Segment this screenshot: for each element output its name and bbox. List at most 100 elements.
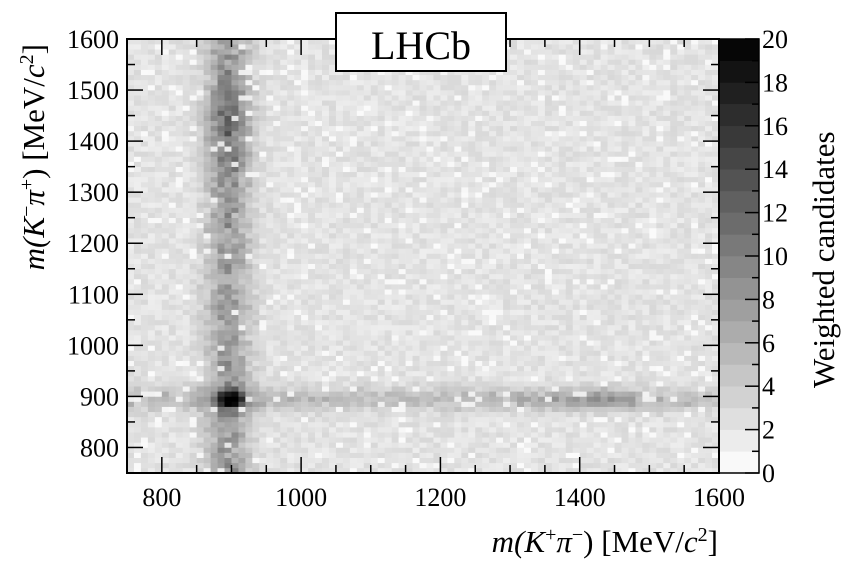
heatmap-cell (224, 421, 232, 428)
heatmap-cell (294, 350, 302, 356)
heatmap-cell (530, 452, 539, 458)
heatmap-cell (412, 350, 420, 356)
heatmap-cell (140, 406, 149, 413)
heatmap-cell (217, 278, 225, 285)
heatmap-cell (468, 161, 476, 167)
heatmap-cell (315, 294, 323, 300)
heatmap-cell (517, 59, 525, 65)
heatmap-cell (133, 243, 142, 249)
heatmap-cell (154, 421, 163, 428)
heatmap-cell (412, 100, 420, 106)
heatmap-cell (433, 248, 441, 254)
heatmap-cell (496, 416, 504, 423)
heatmap-cell (154, 365, 163, 372)
heatmap-cell (489, 406, 497, 413)
heatmap-cell (301, 95, 309, 101)
heatmap-cell (238, 447, 246, 453)
heatmap-cell (154, 258, 163, 264)
heatmap-cell (530, 324, 539, 331)
heatmap-cell (287, 370, 295, 377)
heatmap-cell (496, 467, 504, 474)
heatmap-cell (301, 74, 309, 81)
heatmap-cell (475, 243, 483, 249)
heatmap-cell (301, 166, 309, 173)
heatmap-cell (175, 375, 184, 382)
heatmap-cell (426, 386, 434, 392)
heatmap-cell (342, 110, 351, 116)
heatmap-cell (377, 222, 385, 229)
heatmap-cell (161, 222, 170, 229)
heatmap-cell (461, 304, 469, 310)
heatmap-cell (238, 365, 246, 372)
heatmap-cell (217, 187, 225, 193)
heatmap-cell (147, 202, 156, 208)
heatmap-cell (454, 340, 462, 346)
heatmap-cell (530, 442, 539, 448)
heatmap-cell (384, 146, 392, 152)
heatmap-cell (342, 84, 351, 91)
heatmap-cell (335, 202, 344, 208)
heatmap-cell (398, 233, 406, 239)
heatmap-cell (217, 100, 225, 106)
heatmap-cell (217, 84, 225, 91)
heatmap-cell (154, 278, 163, 285)
heatmap-cell (133, 146, 142, 152)
heatmap-cell (259, 238, 267, 244)
heatmap-cell (349, 447, 358, 453)
heatmap-cell (161, 299, 170, 305)
heatmap-cell (217, 212, 225, 219)
heatmap-cell (147, 84, 156, 91)
heatmap-cell (315, 238, 323, 244)
heatmap-cell (447, 401, 455, 407)
heatmap-cell (454, 110, 462, 116)
heatmap-cell (196, 268, 204, 275)
heatmap-cell (468, 427, 476, 433)
heatmap-cell (461, 396, 469, 402)
heatmap-cell (523, 263, 532, 270)
heatmap-cell (154, 233, 163, 239)
heatmap-cell (161, 84, 170, 91)
heatmap-cell (308, 125, 316, 132)
heatmap-cell (503, 467, 511, 474)
heatmap-cell (287, 192, 295, 198)
heatmap-cell (127, 202, 135, 208)
heatmap-cell (182, 427, 190, 433)
heatmap-cell (168, 345, 177, 351)
heatmap-cell (530, 171, 539, 178)
heatmap-cell (349, 233, 358, 239)
heatmap-cell (322, 381, 330, 387)
heatmap-cell (168, 146, 177, 152)
heatmap-cell (503, 207, 511, 213)
heatmap-cell (517, 457, 525, 464)
heatmap-cell (482, 176, 490, 183)
heatmap-cell (127, 64, 135, 70)
heatmap-cell (210, 391, 218, 397)
heatmap-cell (196, 166, 204, 173)
heatmap-cell (133, 314, 142, 321)
heatmap-cell (217, 314, 225, 321)
heatmap-cell (224, 238, 232, 244)
heatmap-cell (489, 335, 497, 341)
heatmap-cell (210, 437, 218, 443)
heatmap-cell (301, 100, 309, 106)
heatmap-cell (203, 467, 211, 474)
heatmap-cell (510, 289, 518, 295)
heatmap-cell (363, 79, 372, 86)
heatmap-cell (398, 324, 406, 331)
heatmap-cell (322, 253, 330, 259)
heatmap-cell (384, 340, 392, 346)
heatmap-cell (454, 365, 462, 372)
heatmap-cell (203, 69, 211, 76)
heatmap-cell (419, 95, 427, 101)
heatmap-cell (189, 207, 197, 213)
heatmap-cell (259, 79, 267, 86)
heatmap-cell (468, 462, 476, 469)
heatmap-cell (175, 181, 184, 188)
heatmap-cell (161, 207, 170, 213)
heatmap-cell (523, 273, 532, 280)
heatmap-cell (196, 136, 204, 142)
heatmap-cell (530, 284, 539, 290)
heatmap-cell (412, 284, 420, 290)
heatmap-cell (517, 84, 525, 91)
heatmap-cell (377, 375, 385, 382)
